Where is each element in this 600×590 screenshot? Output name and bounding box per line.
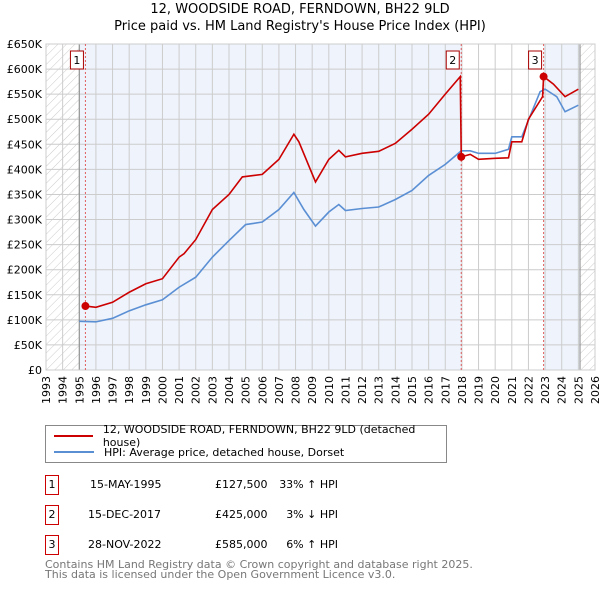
legend-hpi-swatch [54,451,94,453]
x-tick-label: 2010 [323,376,336,404]
x-tick-label: 2004 [223,376,236,404]
x-tick-label: 2026 [589,376,600,404]
y-tick-label: £200K [7,264,43,277]
legend-property-label: 12, WOODSIDE ROAD, FERNDOWN, BH22 9LD (d… [102,423,416,449]
legend-property-swatch [54,435,93,437]
sale-label-box [69,50,84,70]
sale-point [81,302,90,311]
x-tick-label: 2020 [489,376,502,404]
x-tick-label: 2025 [572,376,585,404]
footer: Contains HM Land Registry data © Crown c… [45,558,473,581]
x-tick-label: 1994 [57,376,70,404]
sale-hpi-diff: 6% ↑ HPI [286,538,338,551]
x-tick-label: 1998 [123,376,136,404]
y-tick-label: £250K [7,239,43,252]
sale-hpi-diff: 33% ↑ HPI [279,478,338,491]
x-tick-label: 2024 [556,376,569,404]
legend: 12, WOODSIDE ROAD, FERNDOWN, BH22 9LD (d… [45,423,447,463]
y-tick-label: £600K [7,63,43,76]
sale-point [457,152,466,161]
x-tick-label: 2011 [339,376,352,404]
sale-price: £425,000 [215,508,268,521]
x-tick-label: 2022 [522,376,535,404]
x-tick-label: 2021 [506,376,519,404]
property-price-line [85,74,579,309]
sale-number: 3 [45,535,59,555]
y-tick-label: £0 [28,364,42,377]
plot-border [45,43,596,371]
x-tick-label: 2023 [539,376,552,404]
x-tick-label: 2016 [423,376,436,404]
x-tick-label: 2007 [273,376,286,404]
shaded-period [79,44,462,370]
x-tick-label: 1999 [140,376,153,404]
sale-label: 2 [449,54,456,67]
x-tick-label: 2005 [240,376,253,404]
x-tick-label: 1993 [40,376,53,404]
sale-hpi-diff: 3% ↓ HPI [286,508,338,521]
y-tick-label: £300K [7,214,43,227]
x-tick-label: 2003 [206,376,219,404]
price-chart: 1993 1994 1995 1996 1997 1998 1999 2000 2001 2002… [7,38,600,404]
sale-date: 15-DEC-2017 [88,508,162,521]
x-tick-label: 1995 [73,376,86,404]
sale-date: 28-NOV-2022 [88,538,162,551]
x-tick-label: 2008 [290,376,303,404]
footer-line1: Contains HM Land Registry data © Crown c… [45,558,473,571]
chart-subtitle: Price paid vs. HM Land Registry's House … [114,19,486,34]
y-tick-label: £150K [7,289,43,302]
sale-label-box [528,50,543,70]
sale-number: 2 [45,505,59,525]
x-tick-label: 2013 [373,376,386,404]
x-tick-label: 2018 [456,376,469,404]
sale-price: £585,000 [215,538,268,551]
y-tick-label: £100K [7,314,43,327]
sale-point [539,72,548,81]
x-tick-label: 1996 [90,376,103,404]
x-tick-label: 2019 [473,376,486,404]
x-tick-label: 2012 [356,376,369,404]
hpi-line [79,88,579,323]
y-tick-label: £500K [7,113,43,126]
y-tick-label: £450K [7,138,43,151]
x-tick-label: 2017 [439,376,452,404]
x-tick-label: 2014 [389,376,402,404]
x-tick-label: 2001 [173,376,186,404]
sale-number: 1 [45,475,59,495]
sale-label-box [445,50,460,70]
sale-price: £127,500 [215,478,268,491]
sale-label: 3 [532,54,539,67]
x-tick-label: 2006 [256,376,269,404]
y-tick-label: £50K [14,339,43,352]
no-data-hatch [580,44,595,370]
x-tick-label: 2009 [306,376,319,404]
footer-line2: This data is licensed under the Open Gov… [45,568,396,581]
y-tick-label: £350K [7,188,43,201]
x-tick-label: 2015 [406,376,419,404]
chart-title: 12, WOODSIDE ROAD, FERNDOWN, BH22 9LD [150,2,450,17]
y-tick-label: £650K [7,38,43,51]
y-tick-label: £400K [7,163,43,176]
x-tick-label: 1997 [107,376,120,404]
y-tick-label: £550K [7,88,43,101]
sale-date: 15-MAY-1995 [90,478,162,491]
x-tick-label: 2002 [190,376,203,404]
x-tick-label: 2000 [156,376,169,404]
sale-label: 1 [73,54,80,67]
legend-hpi-label: HPI: Average price, detached house, Dors… [104,445,345,459]
